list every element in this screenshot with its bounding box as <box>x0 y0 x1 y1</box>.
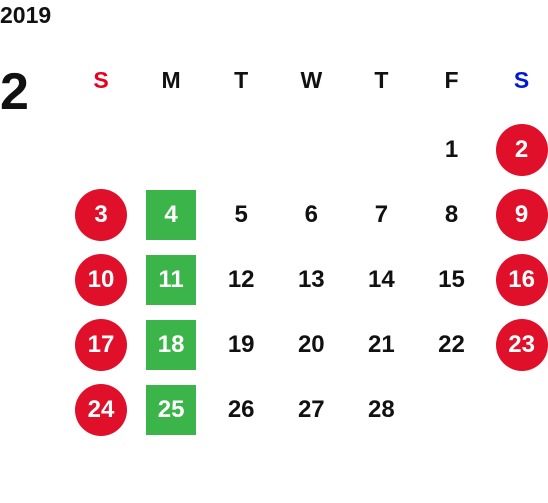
weekday-header: S <box>93 66 109 93</box>
day-cell: 28 <box>368 396 395 423</box>
day-cell: 12 <box>227 266 255 293</box>
weekday-header: M <box>161 66 181 93</box>
day-cell: 16 <box>495 254 548 306</box>
weekday-header: T <box>374 66 389 93</box>
weekday-header: S <box>513 66 530 93</box>
day-cell: 24 <box>75 384 127 436</box>
day-cell: 1 <box>444 136 459 163</box>
day-cell: 2 <box>495 124 548 176</box>
day-cell: 10 <box>75 254 127 306</box>
day-cell: 22 <box>438 331 465 358</box>
day-cell: 25 <box>146 385 197 435</box>
day-cell: 23 <box>495 319 548 371</box>
weekday-header: F <box>444 66 459 93</box>
weekday-header: W <box>300 66 323 93</box>
day-cell: 26 <box>227 396 255 423</box>
day-cell: 14 <box>368 266 395 293</box>
day-cell: 11 <box>146 255 197 305</box>
day-cell: 13 <box>297 266 325 293</box>
day-cell: 19 <box>227 331 255 358</box>
weekday-header: T <box>234 66 249 93</box>
day-cell: 21 <box>368 331 395 358</box>
month: 2 <box>0 63 29 121</box>
day-cell: 3 <box>75 189 127 241</box>
day-cell: 9 <box>495 189 548 241</box>
day-cell: 8 <box>444 201 459 228</box>
day-cell: 17 <box>75 319 127 371</box>
day-cell: 20 <box>297 331 325 358</box>
day-cell: 6 <box>304 201 318 228</box>
day-cell: 5 <box>234 201 248 228</box>
year: 2019 <box>0 2 52 28</box>
day-cell: 15 <box>438 266 465 293</box>
day-cell: 18 <box>146 320 197 370</box>
day-cell: 7 <box>374 201 389 228</box>
day-cell: 4 <box>146 190 197 240</box>
day-cell: 27 <box>297 396 325 423</box>
